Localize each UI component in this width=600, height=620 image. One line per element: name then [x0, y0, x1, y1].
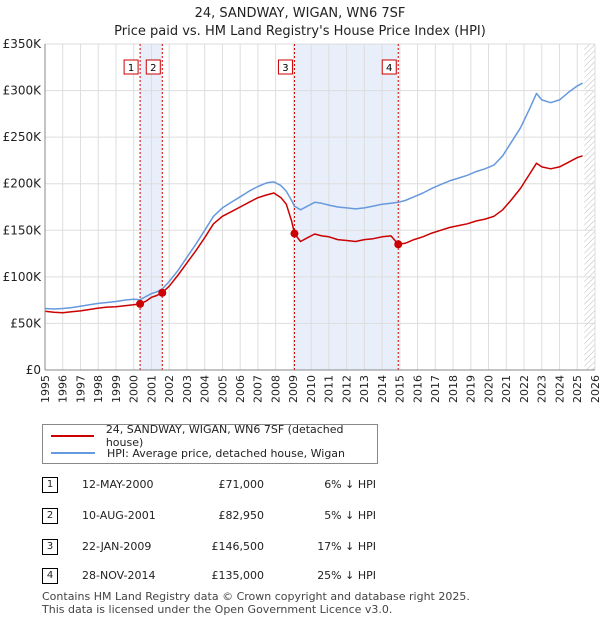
sale-label-number: 4: [386, 63, 392, 74]
sale-number-badge: 4: [42, 568, 58, 584]
y-tick-label: £250K: [3, 130, 43, 144]
x-tick-label: 1997: [74, 375, 87, 403]
sale-label-box: [145, 59, 161, 75]
y-tick-label: £50K: [10, 316, 42, 330]
sale-label-number: 3: [282, 63, 288, 74]
x-tick-label: 1996: [57, 375, 70, 403]
sale-hpi-diff: 25% ↓ HPI: [317, 569, 376, 582]
forecast-hatch: [584, 44, 595, 370]
x-tick-label: 2010: [305, 375, 318, 403]
sale-date: 12-MAY-2000: [82, 478, 154, 491]
chart-title: 24, SANDWAY, WIGAN, WN6 7SF: [194, 6, 406, 21]
hpi-line: [44, 82, 583, 310]
x-tick-label: 1995: [39, 375, 52, 403]
x-tick-label: 2020: [482, 375, 495, 403]
sale-label-box: [277, 59, 293, 75]
x-tick-label: 2026: [589, 375, 600, 403]
sale-point: [136, 299, 145, 308]
y-tick-label: £0: [26, 363, 41, 377]
x-tick-label: 2017: [429, 375, 442, 403]
sale-row-2: 2 10-AUG-2001 £82,950 5% ↓ HPI: [42, 505, 382, 527]
x-tick-label: 2024: [553, 375, 566, 403]
sale-number-badge: 2: [42, 508, 58, 524]
legend-swatch-property: [51, 435, 94, 437]
sale-date: 22-JAN-2009: [82, 540, 152, 553]
x-tick-label: 2014: [376, 375, 389, 403]
x-tick-label: 2003: [181, 375, 194, 403]
x-tick-label: 2009: [287, 375, 300, 403]
legend-label-property: 24, SANDWAY, WIGAN, WN6 7SF (detached ho…: [105, 423, 344, 449]
sale-point: [158, 288, 167, 297]
sale-row-1: 1 12-MAY-2000 £71,000 6% ↓ HPI: [42, 474, 382, 496]
footer-copyright: Contains HM Land Registry data © Crown c…: [42, 590, 470, 603]
sale-hpi-diff: 6% ↓ HPI: [324, 478, 376, 491]
x-tick-label: 2019: [465, 375, 478, 403]
x-tick-label: 2001: [145, 375, 158, 403]
x-tick-label: 1999: [110, 375, 123, 403]
legend-label-hpi: HPI: Average price, detached house, Wiga…: [107, 446, 346, 460]
legend-swatch-hpi: [51, 452, 95, 454]
x-tick-label: 2011: [323, 375, 336, 403]
sale-label-box: [381, 59, 397, 75]
x-tick-label: 2002: [163, 375, 176, 403]
chart-subtitle: Price paid vs. HM Land Registry's House …: [114, 24, 486, 39]
legend: 24, SANDWAY, WIGAN, WN6 7SF (detached ho…: [42, 423, 378, 464]
legend-item-hpi: HPI: Average price, detached house, Wiga…: [51, 445, 345, 461]
x-tick-label: 2015: [394, 375, 407, 403]
price-chart: 1 2 3 4 £0 £50K £100K £150K £200K £250K £300K £350…: [3, 37, 600, 403]
footer-licence: This data is licensed under the Open Gov…: [42, 603, 393, 616]
x-tick-label: 2006: [234, 375, 247, 403]
legend-item-property: 24, SANDWAY, WIGAN, WN6 7SF (detached ho…: [51, 423, 377, 449]
y-tick-label: £200K: [3, 177, 43, 191]
x-tick-label: 2005: [216, 375, 229, 403]
sale-number-badge: 1: [42, 477, 58, 493]
x-tick-label: 2004: [199, 375, 212, 403]
sale-label-number: 1: [128, 63, 134, 74]
y-tick-label: £100K: [3, 270, 43, 284]
x-tick-label: 2025: [571, 375, 584, 403]
x-tick-label: 1998: [92, 375, 105, 403]
x-tick-label: 2021: [500, 375, 513, 403]
x-tick-label: 2018: [447, 375, 460, 403]
sale-date: 10-AUG-2001: [82, 509, 156, 522]
y-tick-label: £300K: [3, 84, 43, 98]
x-tick-label: 2007: [252, 375, 265, 403]
x-tick-label: 2012: [340, 375, 353, 403]
sale-row-3: 3 22-JAN-2009 £146,500 17% ↓ HPI: [42, 536, 382, 558]
sale-number-badge: 3: [42, 539, 58, 555]
sale-point: [394, 240, 403, 249]
x-tick-label: 2022: [518, 375, 531, 403]
sale-price: £82,950: [218, 509, 265, 522]
x-tick-label: 2016: [411, 375, 424, 403]
sale-price: £135,000: [211, 569, 265, 582]
x-tick-label: 2013: [358, 375, 371, 403]
sale-price: £146,500: [211, 540, 265, 553]
sale-hpi-diff: 17% ↓ HPI: [317, 540, 376, 553]
x-tick-label: 2023: [536, 375, 549, 403]
x-tick-label: 2008: [269, 375, 282, 403]
sale-hpi-diff: 5% ↓ HPI: [324, 509, 376, 522]
y-tick-label: £150K: [3, 223, 43, 237]
sale-date: 28-NOV-2014: [82, 569, 156, 582]
x-tick-label: 2000: [128, 375, 141, 403]
y-tick-label: £350K: [3, 37, 43, 51]
sale-point: [290, 229, 299, 238]
sale-row-4: 4 28-NOV-2014 £135,000 25% ↓ HPI: [42, 565, 382, 587]
sale-label-number: 2: [150, 63, 156, 74]
sale-label-box: [123, 59, 139, 75]
sale-price: £71,000: [218, 478, 265, 491]
